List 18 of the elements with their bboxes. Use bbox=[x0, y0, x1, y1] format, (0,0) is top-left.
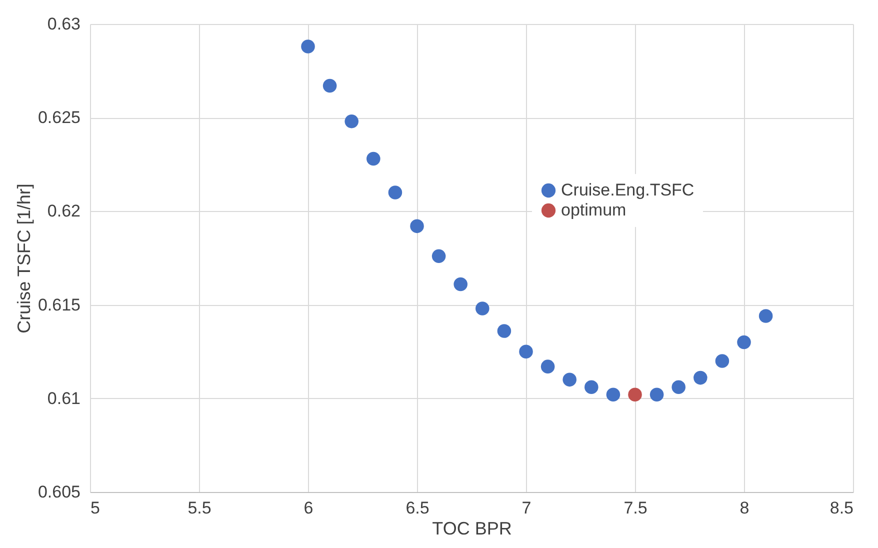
x-tick-label: 5 bbox=[90, 498, 100, 518]
x-tick-label: 8.5 bbox=[830, 498, 854, 518]
y-tick-label: 0.63 bbox=[47, 14, 80, 34]
y-tick-label: 0.615 bbox=[38, 295, 80, 314]
y-axis-title: Cruise TSFC [1/hr] bbox=[14, 184, 34, 334]
y-tick-label: 0.61 bbox=[47, 388, 80, 408]
x-tick-label: 8 bbox=[740, 498, 750, 518]
y-tick-label: 0.62 bbox=[47, 202, 80, 221]
legend-label: Cruise.Eng.TSFC bbox=[561, 180, 694, 200]
x-tick-label: 7.5 bbox=[624, 498, 648, 518]
x-tick-label: 7 bbox=[522, 498, 532, 518]
legend-label: optimum bbox=[561, 200, 626, 220]
y-tick-label: 0.605 bbox=[38, 482, 80, 502]
x-tick-label: 6.5 bbox=[406, 498, 430, 518]
x-axis-title: TOC BPR bbox=[432, 518, 512, 538]
y-tick-label: 0.625 bbox=[38, 108, 80, 128]
x-tick-label: 6 bbox=[304, 498, 314, 518]
x-tick-label: 5.5 bbox=[188, 498, 212, 518]
